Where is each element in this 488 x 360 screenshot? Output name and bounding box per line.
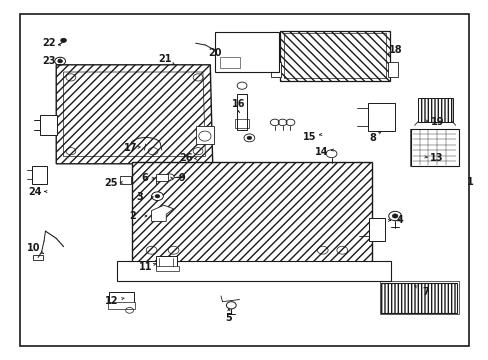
- Circle shape: [226, 302, 236, 309]
- Text: 15: 15: [303, 132, 316, 142]
- Polygon shape: [195, 126, 214, 144]
- Circle shape: [165, 174, 174, 180]
- Text: 9: 9: [178, 173, 184, 183]
- Circle shape: [325, 150, 336, 158]
- Text: 2: 2: [129, 211, 136, 221]
- Text: 12: 12: [104, 296, 118, 306]
- Polygon shape: [387, 62, 397, 77]
- Polygon shape: [417, 98, 452, 122]
- Polygon shape: [236, 94, 247, 130]
- Text: 6: 6: [141, 173, 147, 183]
- Polygon shape: [156, 256, 177, 269]
- Text: 10: 10: [26, 243, 40, 253]
- Text: 17: 17: [124, 143, 138, 153]
- Polygon shape: [155, 266, 179, 271]
- Polygon shape: [107, 302, 135, 309]
- Polygon shape: [381, 283, 456, 313]
- Text: 16: 16: [231, 99, 245, 109]
- Polygon shape: [132, 162, 371, 265]
- Text: 21: 21: [158, 54, 172, 64]
- Circle shape: [246, 136, 251, 140]
- Text: 4: 4: [395, 215, 402, 225]
- Text: 18: 18: [388, 45, 402, 55]
- Text: 7: 7: [421, 287, 428, 297]
- Polygon shape: [368, 218, 384, 241]
- Polygon shape: [20, 14, 468, 346]
- Circle shape: [58, 59, 62, 63]
- Polygon shape: [56, 65, 212, 164]
- Text: 1: 1: [466, 177, 473, 187]
- Text: 19: 19: [430, 117, 444, 127]
- Text: 5: 5: [225, 312, 232, 323]
- Circle shape: [388, 211, 401, 221]
- Text: 22: 22: [42, 38, 56, 48]
- Polygon shape: [33, 255, 43, 260]
- Text: 20: 20: [208, 48, 222, 58]
- Text: 3: 3: [136, 192, 142, 202]
- Polygon shape: [151, 205, 173, 221]
- Polygon shape: [108, 292, 134, 307]
- Polygon shape: [367, 103, 394, 131]
- Text: 23: 23: [42, 56, 56, 66]
- Polygon shape: [271, 62, 281, 77]
- Polygon shape: [215, 32, 278, 72]
- Text: 25: 25: [104, 177, 118, 188]
- Polygon shape: [155, 174, 167, 181]
- Circle shape: [151, 192, 163, 201]
- Circle shape: [391, 214, 397, 218]
- Circle shape: [155, 194, 160, 198]
- Text: 26: 26: [179, 153, 192, 163]
- Polygon shape: [40, 115, 57, 135]
- Polygon shape: [117, 261, 390, 281]
- Polygon shape: [32, 166, 47, 184]
- Polygon shape: [410, 129, 458, 166]
- Text: 13: 13: [429, 153, 443, 163]
- Text: 14: 14: [314, 147, 328, 157]
- Polygon shape: [279, 31, 389, 81]
- Polygon shape: [120, 176, 130, 184]
- Text: 11: 11: [139, 262, 152, 272]
- Circle shape: [244, 134, 254, 142]
- Text: 8: 8: [368, 132, 375, 143]
- Circle shape: [61, 38, 66, 42]
- Text: 24: 24: [28, 186, 42, 197]
